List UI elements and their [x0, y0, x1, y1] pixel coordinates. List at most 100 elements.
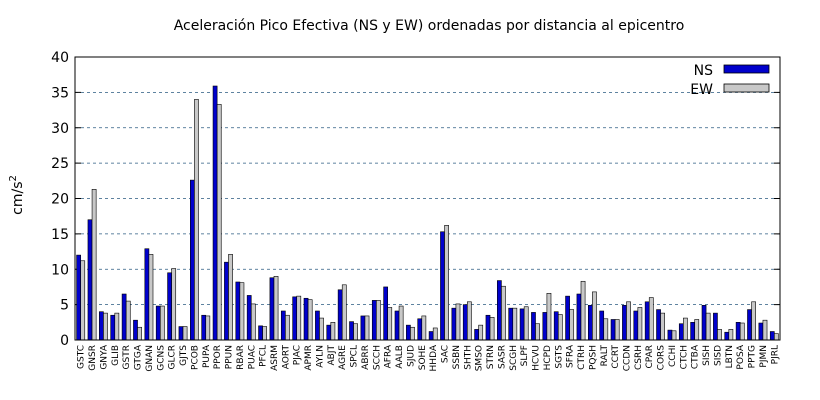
- bar-ew: [103, 312, 108, 341]
- bar-ew: [285, 314, 290, 341]
- x-tick-label: SPCL: [350, 345, 360, 367]
- bar-ns: [144, 248, 150, 341]
- bar-ew: [626, 301, 631, 341]
- bar-ns: [406, 324, 411, 341]
- bar-ew: [376, 300, 381, 341]
- bar-ew: [557, 314, 563, 341]
- x-tick-label: HCPD: [543, 345, 553, 370]
- bar-ns: [644, 301, 650, 341]
- bar-ns: [656, 309, 661, 341]
- bar-ew: [205, 315, 211, 341]
- bar-ew: [194, 99, 199, 341]
- bar-ew: [319, 317, 324, 341]
- legend: NS EW: [690, 63, 770, 98]
- bar-ew: [250, 303, 256, 341]
- bar-ew: [523, 306, 529, 341]
- y-axis-label-superscript: 2: [8, 175, 19, 181]
- bar-ew: [637, 307, 643, 341]
- x-tick-label: RBAR: [236, 345, 246, 370]
- x-tick-label: CORS: [657, 345, 667, 371]
- x-tick-label: LBTN: [725, 345, 735, 368]
- bar-ew: [501, 285, 506, 341]
- y-tick-label: 40: [51, 50, 69, 66]
- bar-ns: [371, 300, 377, 341]
- x-tick-label: PUPA: [202, 344, 212, 368]
- bar-ew: [705, 312, 711, 341]
- x-tick-label: AFRA: [384, 344, 394, 368]
- x-tick-label: SASR: [497, 345, 507, 369]
- y-tick-label: 20: [51, 192, 69, 208]
- bar-ew: [569, 309, 575, 341]
- x-tick-label: GCNS: [156, 345, 166, 371]
- x-tick-label: GJTS: [179, 345, 189, 366]
- bar-ns: [155, 305, 161, 341]
- x-tick-label: GSTR: [122, 345, 132, 369]
- bar-ew: [466, 301, 472, 341]
- y-axis-label-text: cm/s: [10, 182, 26, 215]
- bar-ew: [114, 312, 120, 341]
- bar-ew: [592, 291, 597, 341]
- x-tick-label: CTBA: [691, 344, 701, 369]
- bar-ew: [182, 326, 188, 341]
- x-tick-label: CPAR: [645, 345, 655, 369]
- x-tick-label: PJRL: [770, 345, 780, 364]
- x-tick-label: ABRR: [361, 345, 371, 370]
- x-tick-label: PPOR: [213, 345, 223, 369]
- bar-ew: [478, 324, 484, 341]
- x-tick-label: GNYA: [99, 344, 109, 370]
- bar-ns: [269, 277, 275, 341]
- x-tick-label: SLPF: [520, 345, 530, 366]
- bar-ew: [171, 268, 177, 341]
- x-tick-label: CCHI: [668, 345, 678, 367]
- x-tick-label: SHTH: [463, 345, 473, 370]
- bar-ns: [110, 314, 116, 341]
- bar-ns: [553, 311, 559, 341]
- bar-ew: [546, 293, 552, 341]
- bar-ew: [398, 305, 404, 341]
- x-tick-label: AGRE: [338, 345, 348, 370]
- x-tick-labels: GSTC GNSR GNYA GLIB GSTR GTGA GNAN GCNS GLCR GJTS…: [77, 344, 781, 371]
- bar-ns: [337, 289, 343, 341]
- x-tick-label: SFRA: [566, 344, 576, 368]
- bar-ns: [747, 309, 752, 341]
- bar-ns: [678, 323, 684, 341]
- grid: [75, 91, 780, 306]
- x-tick-label: CTCH: [679, 345, 689, 369]
- bar-ns: [622, 305, 627, 341]
- bar-ns: [315, 310, 320, 341]
- bar-ns: [713, 312, 718, 341]
- bar-ew: [296, 295, 302, 341]
- bar-ns: [394, 310, 400, 341]
- bar-ew: [512, 307, 518, 341]
- bar-ew: [614, 319, 620, 341]
- bar-ns: [303, 297, 309, 341]
- bar-ns: [462, 304, 468, 341]
- bar-ew: [739, 322, 745, 341]
- x-tick-label: SAC: [441, 345, 451, 363]
- bar-ew: [580, 280, 586, 341]
- bar-ns: [360, 315, 366, 341]
- bar-ns: [349, 321, 354, 341]
- y-tick-label: 25: [51, 156, 69, 172]
- bar-ew: [432, 327, 438, 341]
- bar-ew: [603, 318, 609, 341]
- bar-ns: [565, 295, 570, 341]
- x-tick-label: SISH: [702, 345, 712, 366]
- bar-ns: [667, 329, 673, 341]
- bar-ew: [228, 254, 233, 341]
- bar-ew: [444, 225, 449, 341]
- bar-ns: [121, 293, 127, 341]
- bar-ns: [758, 322, 764, 341]
- bar-ns: [417, 318, 423, 341]
- x-tick-label: SGTS: [554, 345, 564, 369]
- bar-ew: [410, 326, 415, 341]
- x-tick-label: SSBN: [452, 345, 462, 369]
- x-tick-label: AALB: [395, 345, 405, 369]
- bar-ns: [224, 261, 229, 341]
- x-tick-label: SJUD: [406, 345, 416, 367]
- x-tick-label: ABJT: [327, 344, 337, 365]
- x-tick-label: RALT: [600, 345, 610, 367]
- bar-ns: [440, 231, 445, 341]
- x-tick-label: GSTC: [77, 345, 87, 369]
- bar-ew: [387, 307, 393, 341]
